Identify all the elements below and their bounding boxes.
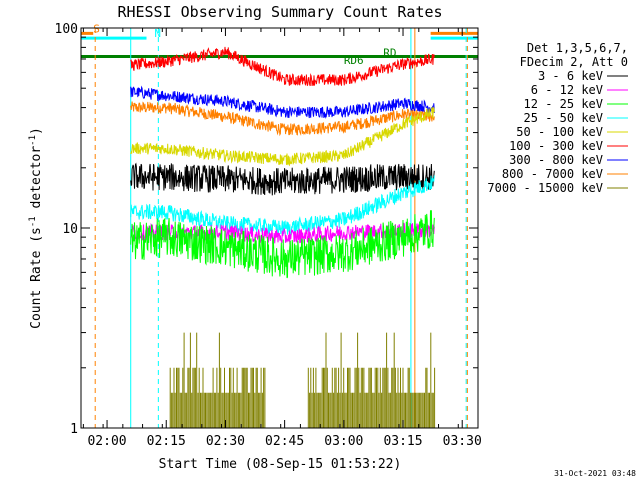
- y-axis-label: Count Rate (s-1 detector-1): [28, 127, 44, 329]
- y-axis-label-sup1: -1: [28, 216, 38, 227]
- y-axis-label-sup2: -1: [28, 135, 38, 146]
- legend: Det 1,3,5,6,7, FDecim 2, Att 0 3 - 6 keV…: [487, 41, 628, 195]
- legend-label-3-6-keV: 3 - 6 keV: [538, 69, 603, 83]
- annotation-1: N: [154, 27, 161, 40]
- series-50-100-keV: [130, 106, 435, 167]
- series-800-7000-keV: [130, 101, 435, 137]
- legend-label-25-50-keV: 25 - 50 keV: [524, 111, 603, 125]
- axes: 02:00 02:15 02:30 02:45 03:00 03:15 03:30 1 10 10…: [55, 22, 482, 449]
- series-12-25-keV: [130, 210, 435, 279]
- annotation-0: S: [93, 22, 100, 35]
- annotation-3: RD: [383, 47, 396, 60]
- series-100-300-keV: [130, 46, 435, 87]
- series-300-800-keV: [130, 85, 435, 119]
- legend-label-50-100-keV: 50 - 100 keV: [516, 125, 603, 139]
- annotation-2: RD6: [344, 54, 364, 67]
- y-axis-label-end: ): [29, 127, 44, 135]
- series-7000-15000-keV: [169, 332, 436, 428]
- y-tick-label-2: 100: [55, 22, 78, 37]
- series-25-50-keV: [130, 175, 435, 236]
- y-tick-label-0: 1: [70, 422, 78, 437]
- x-tick-label-4: 03:00: [324, 434, 363, 449]
- x-tick-label-3: 02:45: [265, 434, 304, 449]
- legend-label-300-800-keV: 300 - 800 keV: [509, 153, 603, 167]
- x-axis-label: Start Time (08-Sep-15 01:53:22): [159, 457, 402, 472]
- series-3-6-keV: [130, 162, 435, 196]
- legend-label-7000-15000-keV: 7000 - 15000 keV: [487, 181, 603, 195]
- y-axis-label-main: Count Rate (s: [29, 227, 44, 329]
- legend-header-2: FDecim 2, Att 0: [520, 55, 628, 69]
- legend-label-12-25-keV: 12 - 25 keV: [524, 97, 603, 111]
- legend-label-100-300-keV: 100 - 300 keV: [509, 139, 603, 153]
- x-tick-label-2: 02:30: [206, 434, 245, 449]
- x-tick-label-6: 03:30: [443, 434, 482, 449]
- y-axis-label-mid: detector: [29, 146, 44, 217]
- x-tick-label-1: 02:15: [147, 434, 186, 449]
- legend-label-800-7000-keV: 800 - 7000 keV: [502, 167, 603, 181]
- legend-header-1: Det 1,3,5,6,7,: [527, 41, 628, 55]
- plot-area: S N RD6 RD: [81, 22, 478, 428]
- x-tick-label-0: 02:00: [87, 434, 126, 449]
- chart-title: RHESSI Observing Summary Count Rates: [117, 3, 442, 21]
- footer-timestamp: 31-Oct-2021 03:48: [554, 469, 636, 478]
- legend-label-6-12-keV: 6 - 12 keV: [531, 83, 603, 97]
- y-tick-label-1: 10: [62, 222, 78, 237]
- x-tick-label-5: 03:15: [383, 434, 422, 449]
